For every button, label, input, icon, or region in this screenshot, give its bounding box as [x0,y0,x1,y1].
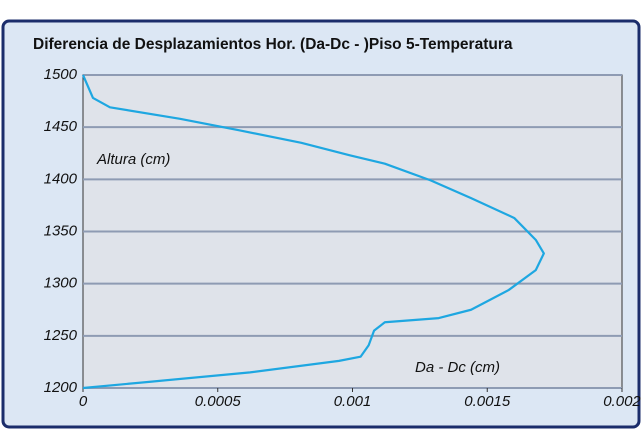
x-tick-label: 0.0015 [464,393,511,410]
x-tick-label: 0.001 [334,393,372,410]
y-tick-label: 1250 [44,327,78,344]
chart-title: Diferencia de Desplazamientos Hor. (Da-D… [33,36,513,53]
y-tick-label: 1300 [44,275,78,292]
x-tick-label: 0 [79,393,88,410]
y-axis-label: Altura (cm) [96,151,170,168]
y-tick-label: 1500 [44,66,78,83]
y-tick-label: 1450 [44,118,78,135]
data-line [81,74,545,390]
y-tick-label: 1400 [44,170,78,187]
y-tick-label: 1200 [44,379,78,396]
x-tick-label: 0.002 [603,393,641,410]
x-axis-label: Da - Dc (cm) [415,359,500,376]
x-tick-label: 0.0005 [195,393,242,410]
y-tick-label: 1350 [44,222,78,239]
